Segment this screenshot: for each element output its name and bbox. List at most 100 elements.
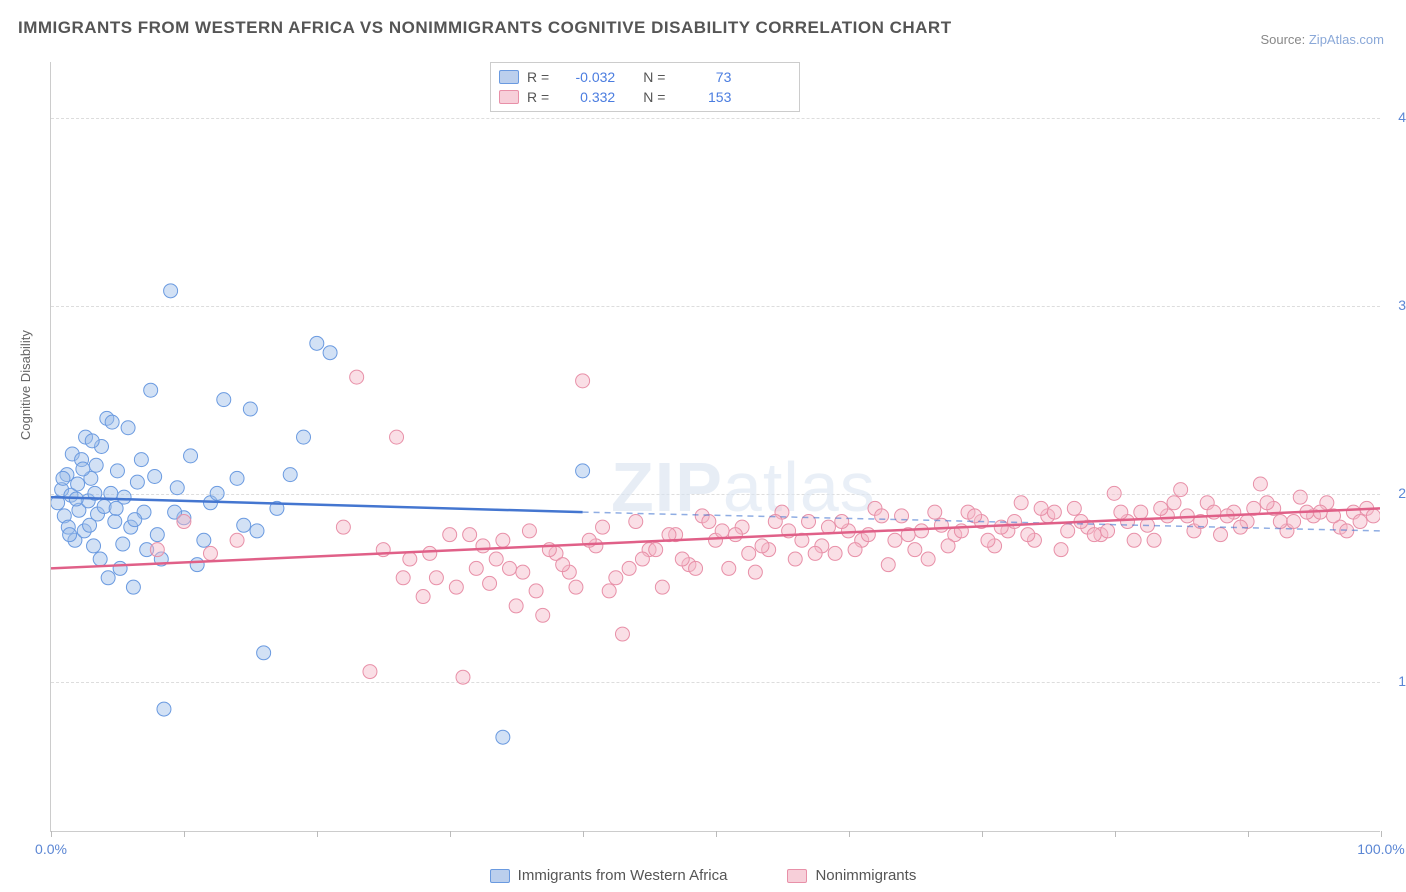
legend-label: Nonimmigrants <box>815 867 916 884</box>
series-legend: Immigrants from Western Africa Nonimmigr… <box>0 867 1406 884</box>
data-point <box>536 608 550 622</box>
data-point <box>134 453 148 467</box>
y-tick-label: 30.0% <box>1388 297 1406 313</box>
data-point <box>237 518 251 532</box>
data-point <box>148 470 162 484</box>
stats-row-blue: R = -0.032 N = 73 <box>499 67 791 87</box>
trend-line <box>51 508 1380 568</box>
data-point <box>496 533 510 547</box>
data-point <box>629 515 643 529</box>
swatch-blue-icon <box>499 70 519 84</box>
data-point <box>113 561 127 575</box>
data-point <box>516 565 530 579</box>
legend-item-pink: Nonimmigrants <box>787 867 916 884</box>
stats-row-pink: R = 0.332 N = 153 <box>499 87 791 107</box>
data-point <box>116 537 130 551</box>
data-point <box>895 509 909 523</box>
r-value: 0.332 <box>557 89 615 105</box>
data-point <box>1061 524 1075 538</box>
data-point <box>622 561 636 575</box>
y-tick-label: 20.0% <box>1388 485 1406 501</box>
data-point <box>689 561 703 575</box>
data-point <box>529 584 543 598</box>
data-point <box>390 430 404 444</box>
data-point <box>109 501 123 515</box>
data-point <box>210 486 224 500</box>
data-point <box>702 515 716 529</box>
data-point <box>908 543 922 557</box>
data-point <box>1167 496 1181 510</box>
data-point <box>509 599 523 613</box>
data-point <box>722 561 736 575</box>
data-point <box>1154 501 1168 515</box>
data-point <box>184 449 198 463</box>
data-point <box>1087 528 1101 542</box>
swatch-pink-icon <box>499 90 519 104</box>
data-point <box>476 539 490 553</box>
legend-item-blue: Immigrants from Western Africa <box>490 867 728 884</box>
data-point <box>1260 496 1274 510</box>
data-point <box>197 533 211 547</box>
data-point <box>76 462 90 476</box>
data-point <box>1114 505 1128 519</box>
data-point <box>396 571 410 585</box>
data-point <box>230 471 244 485</box>
data-point <box>121 421 135 435</box>
source-prefix: Source: <box>1260 32 1308 47</box>
x-tick-mark <box>450 831 451 837</box>
data-point <box>1273 515 1287 529</box>
data-point <box>85 434 99 448</box>
data-point <box>217 393 231 407</box>
data-point <box>609 571 623 585</box>
data-point <box>150 543 164 557</box>
x-tick-mark <box>849 831 850 837</box>
data-point <box>715 524 729 538</box>
x-tick-mark <box>1248 831 1249 837</box>
data-point <box>649 543 663 557</box>
data-point <box>150 528 164 542</box>
data-point <box>93 552 107 566</box>
data-point <box>128 513 142 527</box>
data-point <box>755 539 769 553</box>
x-tick-mark <box>716 831 717 837</box>
data-point <box>728 528 742 542</box>
data-point <box>130 475 144 489</box>
x-tick-mark <box>1115 831 1116 837</box>
plot-area: ZIPatlas 10.0%20.0%30.0%40.0%0.0%100.0% <box>50 62 1380 832</box>
data-point <box>105 415 119 429</box>
x-tick-label: 100.0% <box>1357 841 1404 857</box>
data-point <box>463 528 477 542</box>
data-point <box>1021 528 1035 542</box>
r-value: -0.032 <box>557 69 615 85</box>
data-point <box>71 477 85 491</box>
source-link[interactable]: ZipAtlas.com <box>1309 32 1384 47</box>
data-point <box>848 543 862 557</box>
data-point <box>456 670 470 684</box>
x-tick-mark <box>583 831 584 837</box>
data-point <box>469 561 483 575</box>
y-axis-label: Cognitive Disability <box>18 330 33 440</box>
data-point <box>416 590 430 604</box>
data-point <box>443 528 457 542</box>
data-point <box>861 528 875 542</box>
swatch-blue-icon <box>490 869 510 883</box>
data-point <box>230 533 244 547</box>
data-point <box>742 546 756 560</box>
data-point <box>928 505 942 519</box>
data-point <box>423 546 437 560</box>
stats-legend: R = -0.032 N = 73 R = 0.332 N = 153 <box>490 62 800 112</box>
data-point <box>835 515 849 529</box>
data-point <box>655 580 669 594</box>
data-point <box>808 546 822 560</box>
x-tick-mark <box>317 831 318 837</box>
data-point <box>522 524 536 538</box>
x-tick-mark <box>1381 831 1382 837</box>
data-point <box>297 430 311 444</box>
data-point <box>336 520 350 534</box>
data-point <box>875 509 889 523</box>
n-label: N = <box>643 89 665 105</box>
x-tick-mark <box>184 831 185 837</box>
data-point <box>1366 509 1380 523</box>
x-tick-mark <box>982 831 983 837</box>
data-point <box>881 558 895 572</box>
